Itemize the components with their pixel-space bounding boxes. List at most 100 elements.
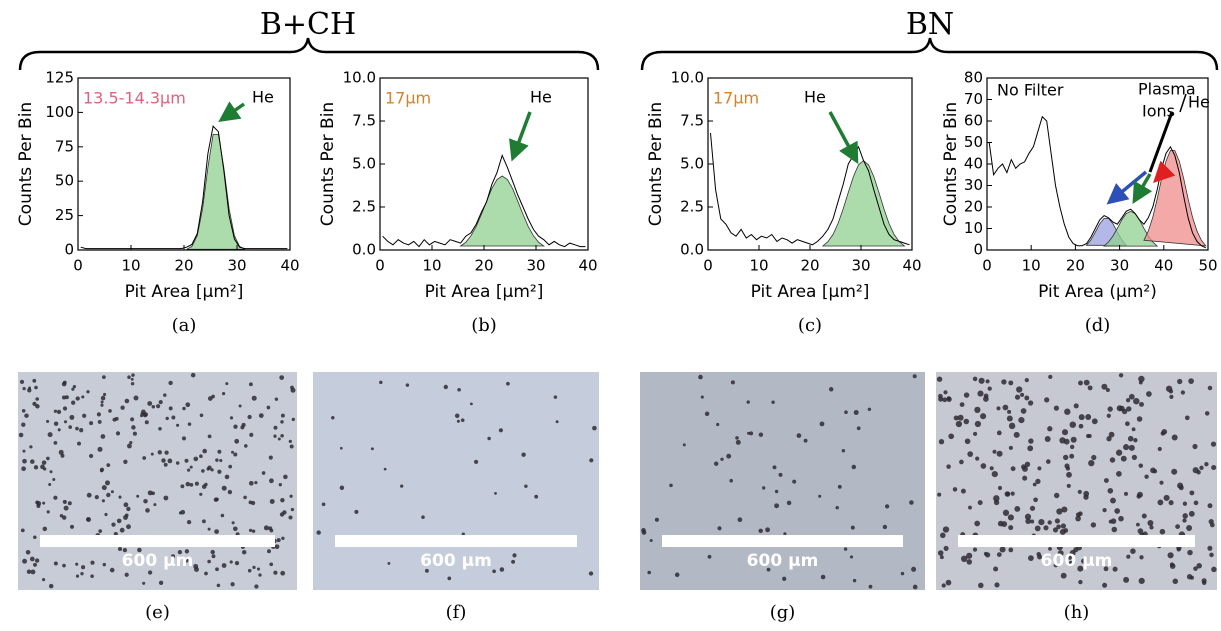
pit: [143, 412, 149, 417]
pit: [996, 450, 1003, 457]
panel-caption: (f): [446, 602, 467, 623]
pit: [421, 515, 425, 519]
pit: [1211, 464, 1217, 471]
pit: [42, 501, 46, 505]
pit: [290, 507, 295, 512]
pit: [1024, 377, 1029, 383]
pit: [1002, 509, 1010, 516]
pit: [460, 418, 465, 422]
pit: [98, 529, 103, 533]
pit: [843, 547, 848, 551]
pit: [1060, 523, 1066, 529]
pit: [1177, 482, 1184, 489]
pit: [158, 580, 164, 586]
pit: [258, 573, 262, 577]
x-tick-label: 40: [902, 257, 921, 275]
pit: [207, 434, 212, 439]
pit: [729, 478, 733, 483]
y-axis-label: Counts Per Bin: [318, 102, 338, 226]
pit: [980, 463, 987, 469]
pit: [164, 450, 169, 455]
pit: [1063, 454, 1069, 461]
pit: [263, 525, 269, 531]
y-tick-label: 10.0: [671, 69, 704, 87]
pit: [62, 563, 66, 568]
pit: [124, 513, 129, 518]
pit: [674, 572, 680, 578]
pit: [456, 419, 460, 423]
pit: [227, 489, 233, 495]
pointer-line: [1148, 111, 1174, 173]
pit: [266, 405, 271, 410]
pit: [231, 521, 235, 525]
y-tick-label: 70: [964, 90, 983, 108]
pit: [97, 446, 103, 452]
pit: [1027, 445, 1034, 452]
pit: [79, 428, 84, 433]
pit: [1125, 421, 1130, 427]
pit: [1035, 478, 1041, 485]
pit: [654, 517, 659, 522]
pit: [1159, 480, 1164, 485]
pit: [151, 491, 155, 496]
pit: [175, 461, 180, 465]
pit: [61, 395, 67, 400]
pit: [1020, 408, 1027, 414]
group-label: B+CH: [260, 7, 356, 42]
pit: [1118, 515, 1124, 522]
pit: [279, 512, 285, 517]
pit: [534, 494, 539, 499]
pit: [1109, 457, 1116, 463]
pit: [201, 484, 207, 489]
pit: [290, 387, 296, 393]
pit: [997, 485, 1003, 491]
pit: [1077, 565, 1084, 572]
pit: [1171, 468, 1178, 475]
pit: [1138, 577, 1145, 585]
pit: [498, 428, 503, 433]
pit: [966, 552, 973, 559]
annotation: 17μm: [713, 89, 759, 108]
panel-caption: (h): [1064, 602, 1090, 623]
pit: [1139, 401, 1144, 407]
pit: [100, 403, 104, 407]
pit: [400, 484, 404, 488]
pit: [53, 441, 58, 445]
x-axis-label: Pit Area [μm²]: [125, 282, 244, 302]
pit: [90, 574, 94, 578]
fit-area: [1143, 150, 1207, 247]
pit: [774, 489, 779, 494]
pit: [215, 567, 219, 572]
pit: [101, 499, 105, 503]
pit: [1048, 374, 1053, 380]
annotation: 17μm: [385, 89, 431, 108]
pit: [487, 436, 491, 441]
pit: [140, 414, 143, 418]
x-tick-label: 40: [1154, 257, 1173, 275]
pit: [973, 431, 978, 436]
x-tick-label: 0: [73, 257, 83, 275]
pit: [1056, 508, 1063, 515]
pit: [127, 375, 131, 379]
pit: [966, 559, 973, 565]
y-tick-label: 5.0: [352, 155, 376, 173]
pit: [53, 561, 58, 566]
pit: [993, 566, 999, 572]
y-tick-label: 30: [964, 176, 983, 194]
pit: [215, 458, 219, 462]
pit: [60, 453, 65, 458]
pit: [156, 404, 161, 409]
pit: [1204, 462, 1209, 467]
pit: [975, 456, 980, 461]
pit: [100, 400, 104, 404]
pit: [1193, 566, 1198, 571]
y-tick-label: 50: [55, 172, 74, 190]
pit: [707, 554, 712, 559]
pit: [1131, 454, 1137, 460]
pit: [124, 398, 130, 404]
arrow: [828, 111, 859, 165]
pit: [454, 413, 460, 419]
pit: [1139, 555, 1144, 560]
pit: [53, 409, 58, 413]
pit: [1192, 443, 1198, 450]
